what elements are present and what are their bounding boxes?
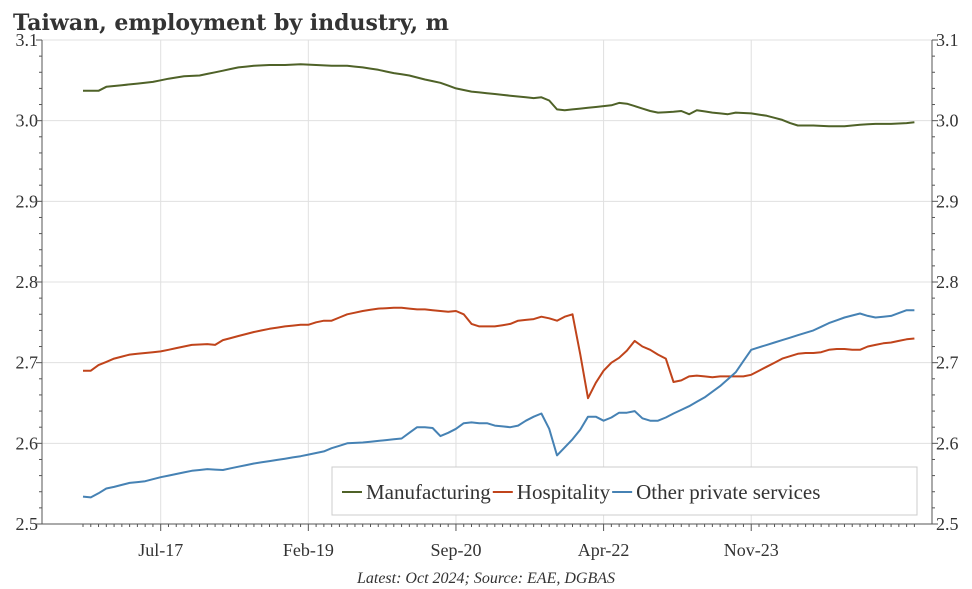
y-tick-label-left: 3.1 (16, 30, 39, 50)
series-lines (82, 63, 915, 499)
y-tick-label-left: 2.7 (16, 353, 39, 373)
source-note: Latest: Oct 2024; Source: EAE, DGBAS (356, 570, 615, 587)
y-tick-label-right: 2.6 (936, 433, 959, 453)
series-line-other-private-services (82, 309, 915, 499)
y-tick-label-right: 3.0 (936, 111, 959, 131)
x-tick-label: Apr-22 (578, 540, 630, 560)
y-tick-label-right: 2.5 (936, 514, 959, 534)
y-tick-label-right: 3.1 (936, 30, 959, 50)
legend-label: Hospitality (517, 480, 611, 504)
x-tick-label: Feb-19 (283, 540, 334, 560)
y-tick-label-right: 2.9 (936, 191, 959, 211)
y-tick-label-right: 2.8 (936, 272, 959, 292)
y-tick-label-left: 2.5 (16, 514, 39, 534)
legend-label: Manufacturing (366, 480, 491, 504)
series-line-manufacturing (83, 63, 915, 128)
axes: 2.5 2.5 2.6 2.6 2.7 2.7 2.8 2.8 2.9 2.9 3.0 3.0 3.1 3… (16, 30, 959, 560)
y-tick-label-left: 3.0 (16, 111, 39, 131)
series-line-hospitality (83, 306, 915, 400)
legend: Manufacturing Hospitality Other private se… (331, 466, 918, 516)
gridlines (42, 39, 932, 525)
legend-label: Other private services (636, 480, 820, 504)
y-tick-label-left: 2.6 (16, 433, 39, 453)
y-tick-label-left: 2.8 (16, 272, 39, 292)
x-tick-label: Jul-17 (138, 540, 183, 560)
chart-title: Taiwan, employment by industry, m (13, 10, 449, 36)
x-tick-label: Nov-23 (724, 540, 779, 560)
y-tick-label-left: 2.9 (16, 191, 39, 211)
y-tick-label-right: 2.7 (936, 353, 959, 373)
x-tick-label: Sep-20 (430, 540, 481, 560)
